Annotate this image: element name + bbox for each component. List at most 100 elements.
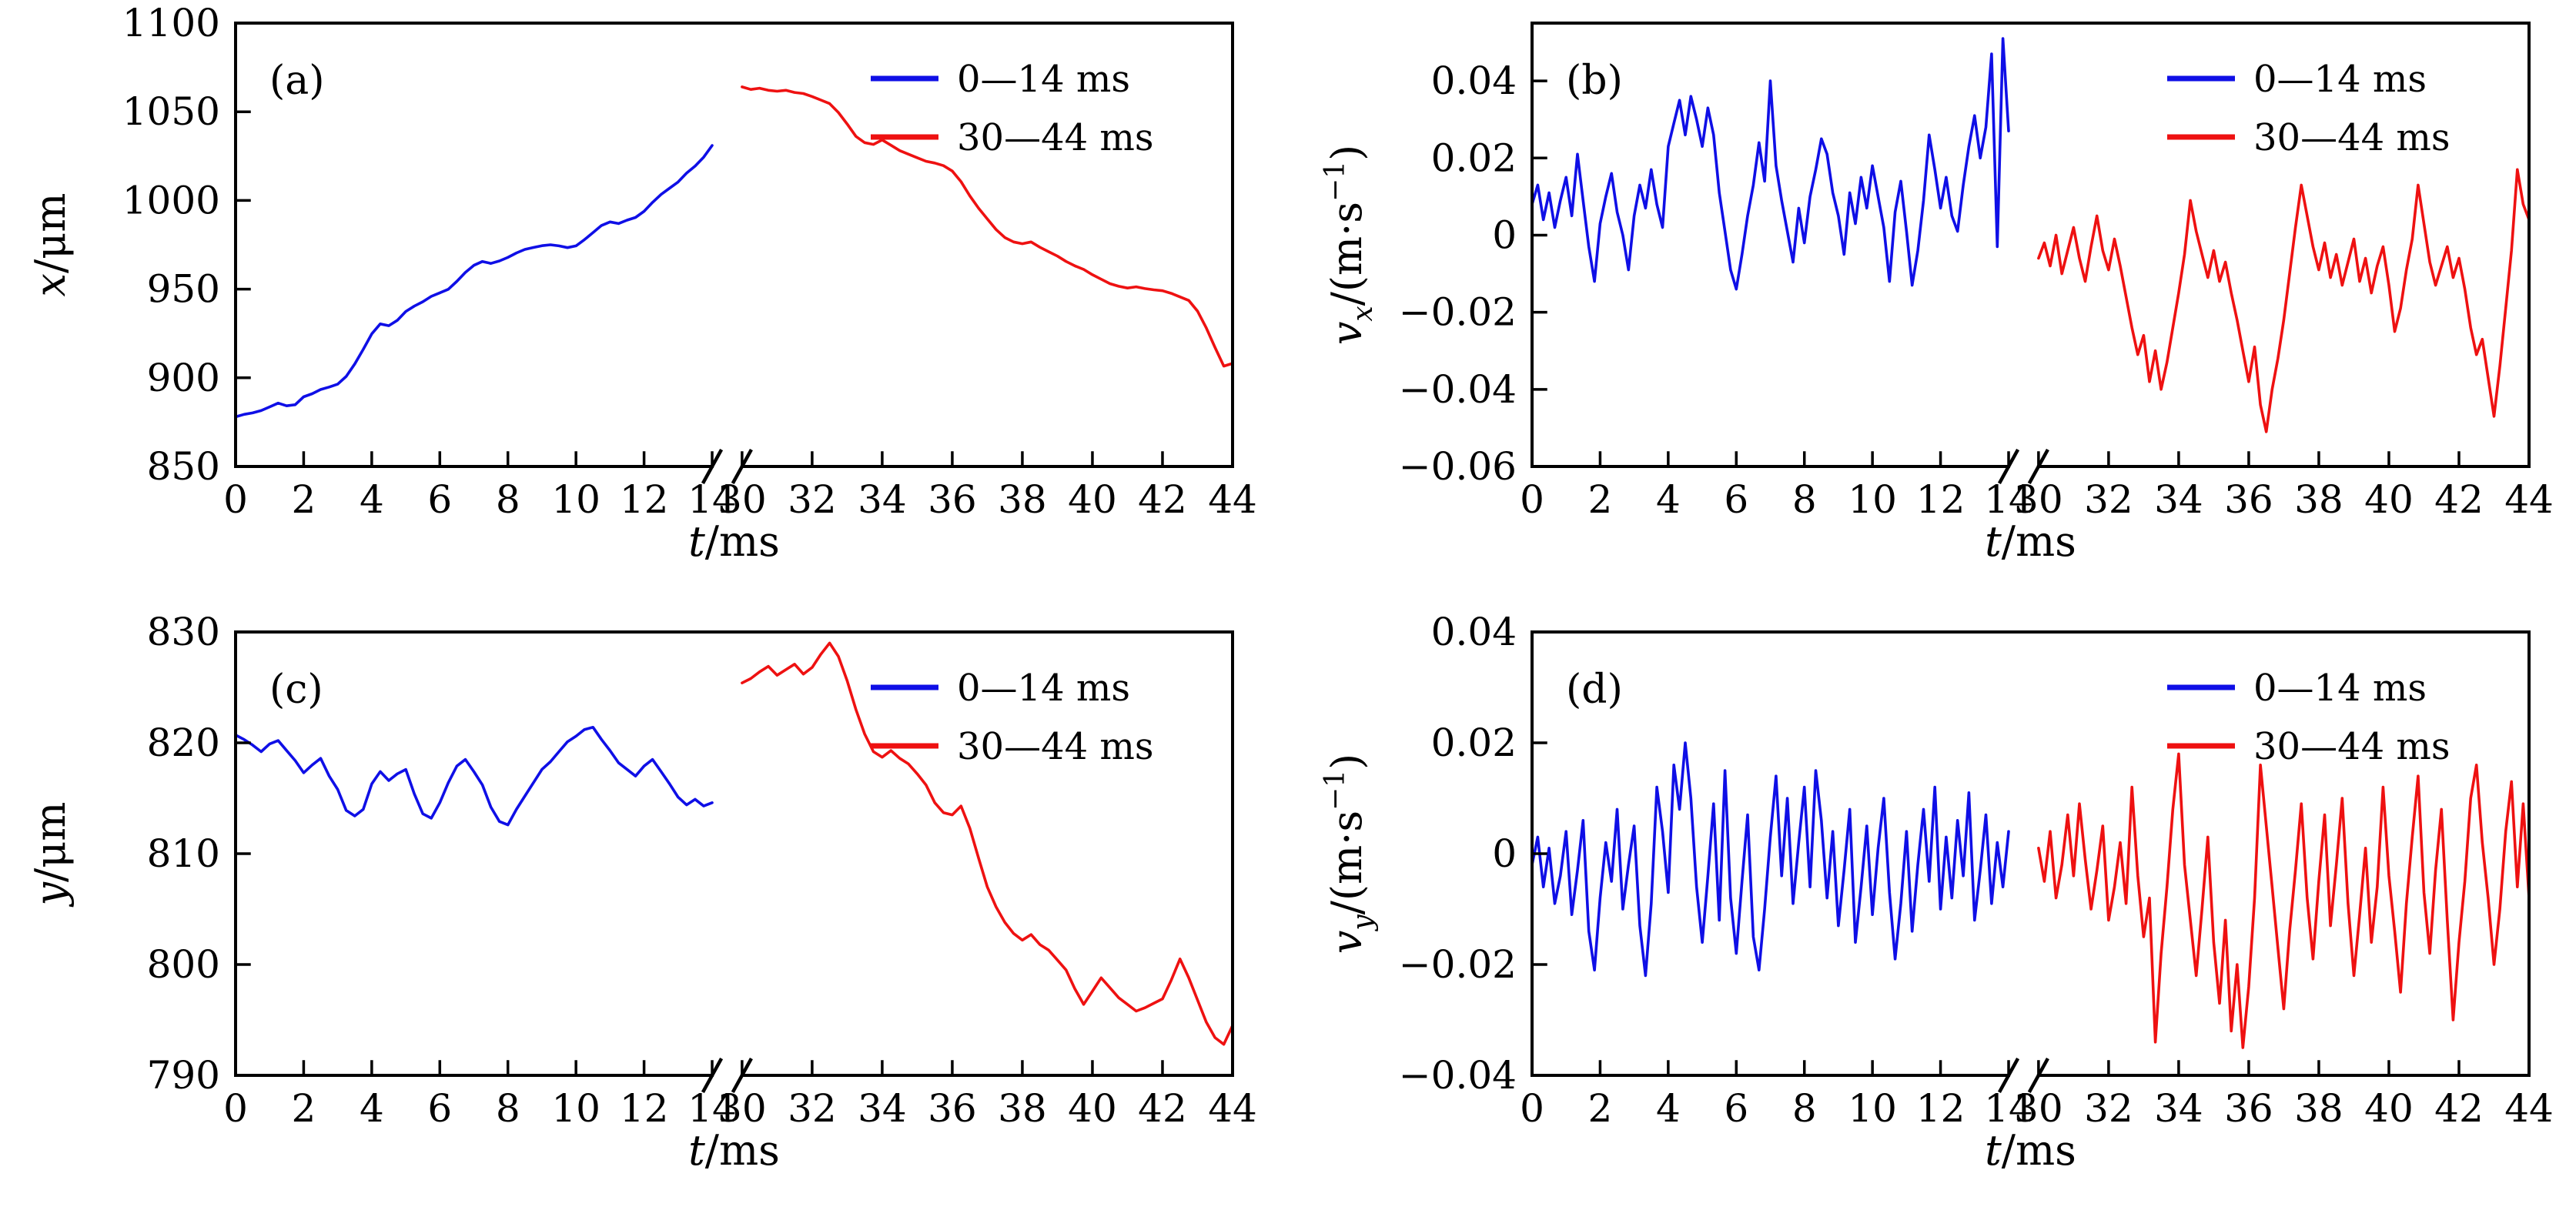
x-tick-label: 10 bbox=[1848, 477, 1897, 522]
x-tick-label: 14 bbox=[687, 1086, 737, 1131]
panel-letter: (d) bbox=[1566, 667, 1623, 713]
y-axis-label: vy/(m·s−1) bbox=[1320, 754, 1379, 954]
x-tick-label: 42 bbox=[1138, 1086, 1187, 1131]
x-tick-label: 32 bbox=[2084, 477, 2133, 522]
x-tick-label: 8 bbox=[1792, 1086, 1817, 1131]
x-tick-label: 2 bbox=[292, 477, 316, 522]
y-tick-label: −0.02 bbox=[1399, 942, 1517, 987]
x-tick-label: 44 bbox=[2504, 477, 2554, 522]
x-tick-label: 30 bbox=[718, 1086, 767, 1131]
x-tick-label: 14 bbox=[687, 477, 737, 522]
trace-c-series0 bbox=[234, 726, 714, 827]
x-tick-label: 44 bbox=[1208, 477, 1257, 522]
panel-d: 0 2 4 6 8 10 12 14 30 32 34 36 38 40 42 44 0.04 0.02 0 −0.0… bbox=[1301, 615, 2571, 1227]
x-tick-label: 6 bbox=[1724, 477, 1748, 522]
x-tick-label: 42 bbox=[2434, 1086, 2484, 1131]
trace-b-series0 bbox=[1531, 37, 2010, 291]
axes-c bbox=[234, 630, 1234, 1094]
trace-a-series1 bbox=[741, 85, 1234, 368]
legend-label: 0—14 ms bbox=[2253, 58, 2427, 101]
axes-a bbox=[234, 22, 1234, 485]
panel-a: 0 2 4 6 8 10 12 14 30 32 34 36 38 40 42 44 1100 1050 1000 9… bbox=[5, 6, 1275, 618]
x-tick-label: 2 bbox=[292, 1086, 316, 1131]
y-axis-label: vx/(m·s−1) bbox=[1320, 145, 1379, 345]
y-tick-label: 1050 bbox=[122, 89, 220, 134]
x-tick-label: 6 bbox=[1724, 1086, 1748, 1131]
y-tick-label: 800 bbox=[147, 942, 220, 987]
trace-d-series0 bbox=[1531, 741, 2010, 978]
x-tick-label: 40 bbox=[2364, 477, 2414, 522]
y-tick-label: −0.06 bbox=[1399, 444, 1517, 489]
x-tick-label: 32 bbox=[2084, 1086, 2133, 1131]
x-tick-label: 40 bbox=[1068, 1086, 1117, 1131]
x-tick-label: 10 bbox=[1848, 1086, 1897, 1131]
y-tick-label: −0.04 bbox=[1399, 1053, 1517, 1098]
trace-a-series0 bbox=[234, 144, 714, 419]
trace-b-series1 bbox=[2037, 168, 2531, 433]
x-tick-label: 0 bbox=[223, 1086, 248, 1131]
x-tick-label: 12 bbox=[1916, 1086, 1965, 1131]
x-tick-label: 6 bbox=[427, 1086, 452, 1131]
legend-label: 30—44 ms bbox=[957, 725, 1154, 768]
x-tick-label: 44 bbox=[1208, 1086, 1257, 1131]
x-tick-label: 2 bbox=[1588, 1086, 1613, 1131]
legend: 0—14 ms 30—44 ms bbox=[2167, 58, 2451, 159]
y-tick-label: 900 bbox=[147, 356, 220, 400]
x-tick-label: 34 bbox=[858, 477, 907, 522]
y-tick-label: 830 bbox=[147, 615, 220, 654]
y-axis-label: x/μm bbox=[26, 193, 75, 297]
x-tick-label: 42 bbox=[1138, 477, 1187, 522]
x-tick-label: 2 bbox=[1588, 477, 1613, 522]
legend: 0—14 ms 30—44 ms bbox=[871, 667, 1154, 768]
y-tick-label: 1000 bbox=[122, 178, 220, 222]
x-tick-label: 30 bbox=[718, 477, 767, 522]
x-tick-label: 42 bbox=[2434, 477, 2484, 522]
legend: 0—14 ms 30—44 ms bbox=[2167, 667, 2451, 768]
y-tick-label: −0.04 bbox=[1399, 367, 1517, 412]
x-tick-label: 0 bbox=[223, 477, 248, 522]
x-axis-label: t/ms bbox=[1985, 517, 2076, 566]
legend-label: 0—14 ms bbox=[2253, 667, 2427, 710]
panel-b: 0 2 4 6 8 10 12 14 30 32 34 36 38 40 42 44 0.04 0.02 0 −0.0… bbox=[1301, 6, 2571, 618]
x-tick-label: 30 bbox=[2014, 1086, 2063, 1131]
x-axis-label: t/ms bbox=[1985, 1126, 2076, 1175]
y-tick-label: 0.02 bbox=[1431, 135, 1517, 180]
y-tick-label: 790 bbox=[147, 1053, 220, 1098]
y-tick-label: 0 bbox=[1492, 212, 1517, 257]
x-tick-label: 0 bbox=[1520, 477, 1544, 522]
y-tick-label: 0.04 bbox=[1431, 615, 1517, 654]
x-tick-label: 36 bbox=[2224, 1086, 2273, 1131]
x-tick-label: 0 bbox=[1520, 1086, 1544, 1131]
x-tick-label: 34 bbox=[858, 1086, 907, 1131]
legend-label: 30—44 ms bbox=[2253, 116, 2451, 159]
y-tick-label: 850 bbox=[147, 444, 220, 489]
y-tick-label: 820 bbox=[147, 720, 220, 765]
x-tick-label: 4 bbox=[360, 1086, 384, 1131]
x-tick-label: 44 bbox=[2504, 1086, 2554, 1131]
panel-c: 0 2 4 6 8 10 12 14 30 32 34 36 38 40 42 44 830 820 810 800 7… bbox=[5, 615, 1275, 1227]
x-tick-label: 32 bbox=[788, 477, 837, 522]
legend-label: 30—44 ms bbox=[2253, 725, 2451, 768]
x-tick-label: 6 bbox=[427, 477, 452, 522]
x-tick-label: 36 bbox=[928, 1086, 977, 1131]
x-tick-label: 14 bbox=[1984, 477, 2033, 522]
x-tick-label: 12 bbox=[620, 477, 669, 522]
y-tick-label: 0 bbox=[1492, 831, 1517, 876]
legend-label: 0—14 ms bbox=[957, 667, 1130, 710]
x-tick-label: 38 bbox=[998, 477, 1047, 522]
x-tick-label: 30 bbox=[2014, 477, 2063, 522]
x-tick-label: 4 bbox=[360, 477, 384, 522]
x-tick-label: 10 bbox=[551, 477, 601, 522]
panel-letter: (a) bbox=[269, 58, 325, 104]
x-tick-label: 14 bbox=[1984, 1086, 2033, 1131]
x-tick-label: 10 bbox=[551, 1086, 601, 1131]
legend-label: 30—44 ms bbox=[957, 116, 1154, 159]
x-tick-label: 12 bbox=[620, 1086, 669, 1131]
y-tick-label: 810 bbox=[147, 831, 220, 876]
x-tick-label: 38 bbox=[2294, 1086, 2343, 1131]
x-axis-label: t/ms bbox=[688, 517, 780, 566]
y-tick-label: 0.04 bbox=[1431, 59, 1517, 103]
